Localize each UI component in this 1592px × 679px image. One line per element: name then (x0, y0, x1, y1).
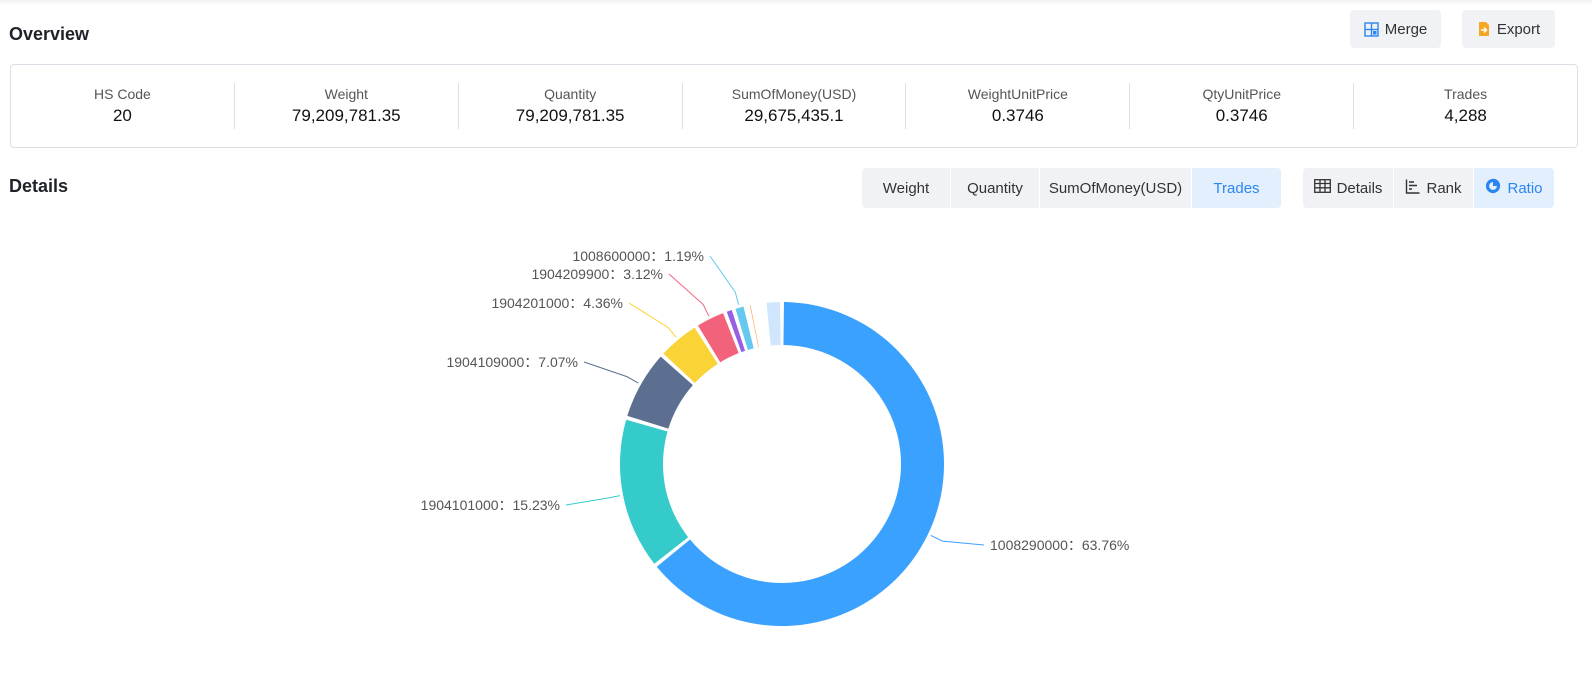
tab-weight[interactable]: Weight (862, 168, 951, 208)
view-tab-label: Details (1336, 179, 1383, 197)
stat-weight-unit-price: WeightUnitPrice 0.3746 (906, 83, 1131, 129)
slice-label-1904209900: 1904209900：3.12% (531, 266, 663, 282)
stat-weight: Weight 79,209,781.35 (235, 83, 459, 129)
leader-line-1904109000 (583, 361, 639, 384)
donut-slice-other[interactable] (766, 302, 781, 346)
export-label: Export (1496, 20, 1541, 38)
leader-line-1008600000 (709, 255, 740, 305)
slice-label-1008290000: 1008290000：63.76% (990, 537, 1129, 553)
donut-slice-1008600000[interactable] (735, 306, 754, 351)
table-icon (1313, 179, 1331, 197)
ratio-icon (1485, 178, 1501, 198)
stat-value: 0.3746 (1215, 106, 1268, 125)
view-tab-details[interactable]: Details (1303, 168, 1394, 208)
details-title: Details (9, 176, 69, 196)
merge-button[interactable]: Merge (1350, 10, 1441, 48)
donut-slice-1904109000[interactable] (627, 356, 693, 429)
tab-sum-of-money[interactable]: SumOfMoney(USD) (1040, 168, 1192, 208)
donut-slice-other[interactable] (745, 305, 757, 348)
view-tab-rank[interactable]: Rank (1394, 168, 1474, 208)
donut-slice-1008290000[interactable] (656, 302, 945, 626)
stat-trades: Trades 4,288 (1354, 83, 1577, 129)
tab-quantity[interactable]: Quantity (951, 168, 1040, 208)
metric-tab-group: Weight Quantity SumOfMoney(USD) Trades (862, 168, 1281, 208)
stat-label: Quantity (544, 86, 597, 102)
view-tab-group: Details Rank Ratio (1303, 168, 1554, 208)
overview-stats-card: HS Code 20 Weight 79,209,781.35 Quantity… (10, 64, 1578, 148)
rank-icon (1405, 179, 1420, 198)
slice-label-1904201000: 1904201000：4.36% (491, 295, 623, 311)
stat-label: Trades (1444, 86, 1488, 102)
view-tab-label: Ratio (1507, 179, 1543, 197)
stat-qty-unit-price: QtyUnitPrice 0.3746 (1130, 83, 1355, 129)
stat-value: 0.3746 (991, 106, 1044, 125)
merge-icon (1364, 21, 1379, 37)
stat-quantity: Quantity 79,209,781.35 (459, 83, 683, 129)
merge-label: Merge (1384, 20, 1428, 38)
slice-label-1904109000: 1904109000：7.07% (446, 354, 578, 370)
slice-label-1008600000: 1008600000：1.19% (572, 248, 704, 264)
leader-line-1904209900 (668, 273, 710, 317)
tab-trades[interactable]: Trades (1192, 168, 1281, 208)
donut-slice-1904201000[interactable] (663, 327, 718, 383)
stat-label: QtyUnitPrice (1202, 86, 1282, 102)
export-button[interactable]: Export (1462, 10, 1555, 48)
stat-label: SumOfMoney(USD) (731, 86, 857, 102)
slice-label-1904101000: 1904101000：15.23% (421, 497, 560, 513)
stat-label: HS Code (94, 86, 151, 102)
stat-value: 79,209,781.35 (291, 106, 401, 125)
overview-title: Overview (9, 24, 90, 44)
stat-hs-code: HS Code 20 (11, 83, 235, 129)
stat-value: 79,209,781.35 (515, 106, 625, 125)
donut-slice-other[interactable] (749, 305, 759, 348)
stat-value: 20 (112, 106, 132, 125)
donut-slice-1904209900[interactable] (697, 313, 739, 363)
leader-line-1904101000 (565, 495, 621, 506)
donut-slice-1904101000[interactable] (620, 419, 689, 564)
leader-line-1008290000 (930, 534, 985, 546)
export-icon (1477, 21, 1491, 37)
view-tab-ratio[interactable]: Ratio (1474, 168, 1554, 208)
stat-sum-of-money: SumOfMoney(USD) 29,675,435.1 (683, 83, 907, 129)
top-shadow (0, 0, 1592, 6)
donut-slice-other[interactable] (754, 303, 768, 347)
stat-value: 29,675,435.1 (744, 106, 844, 125)
stat-value: 4,288 (1444, 106, 1487, 125)
ratio-donut-chart: 1008290000：63.76% 1904101000：15.23% 190410… (421, 248, 1129, 626)
view-tab-label: Rank (1426, 179, 1462, 197)
leader-line-1904201000 (628, 302, 677, 338)
stat-label: Weight (324, 86, 368, 102)
donut-slice-other[interactable] (726, 309, 746, 353)
stat-label: WeightUnitPrice (967, 86, 1068, 102)
